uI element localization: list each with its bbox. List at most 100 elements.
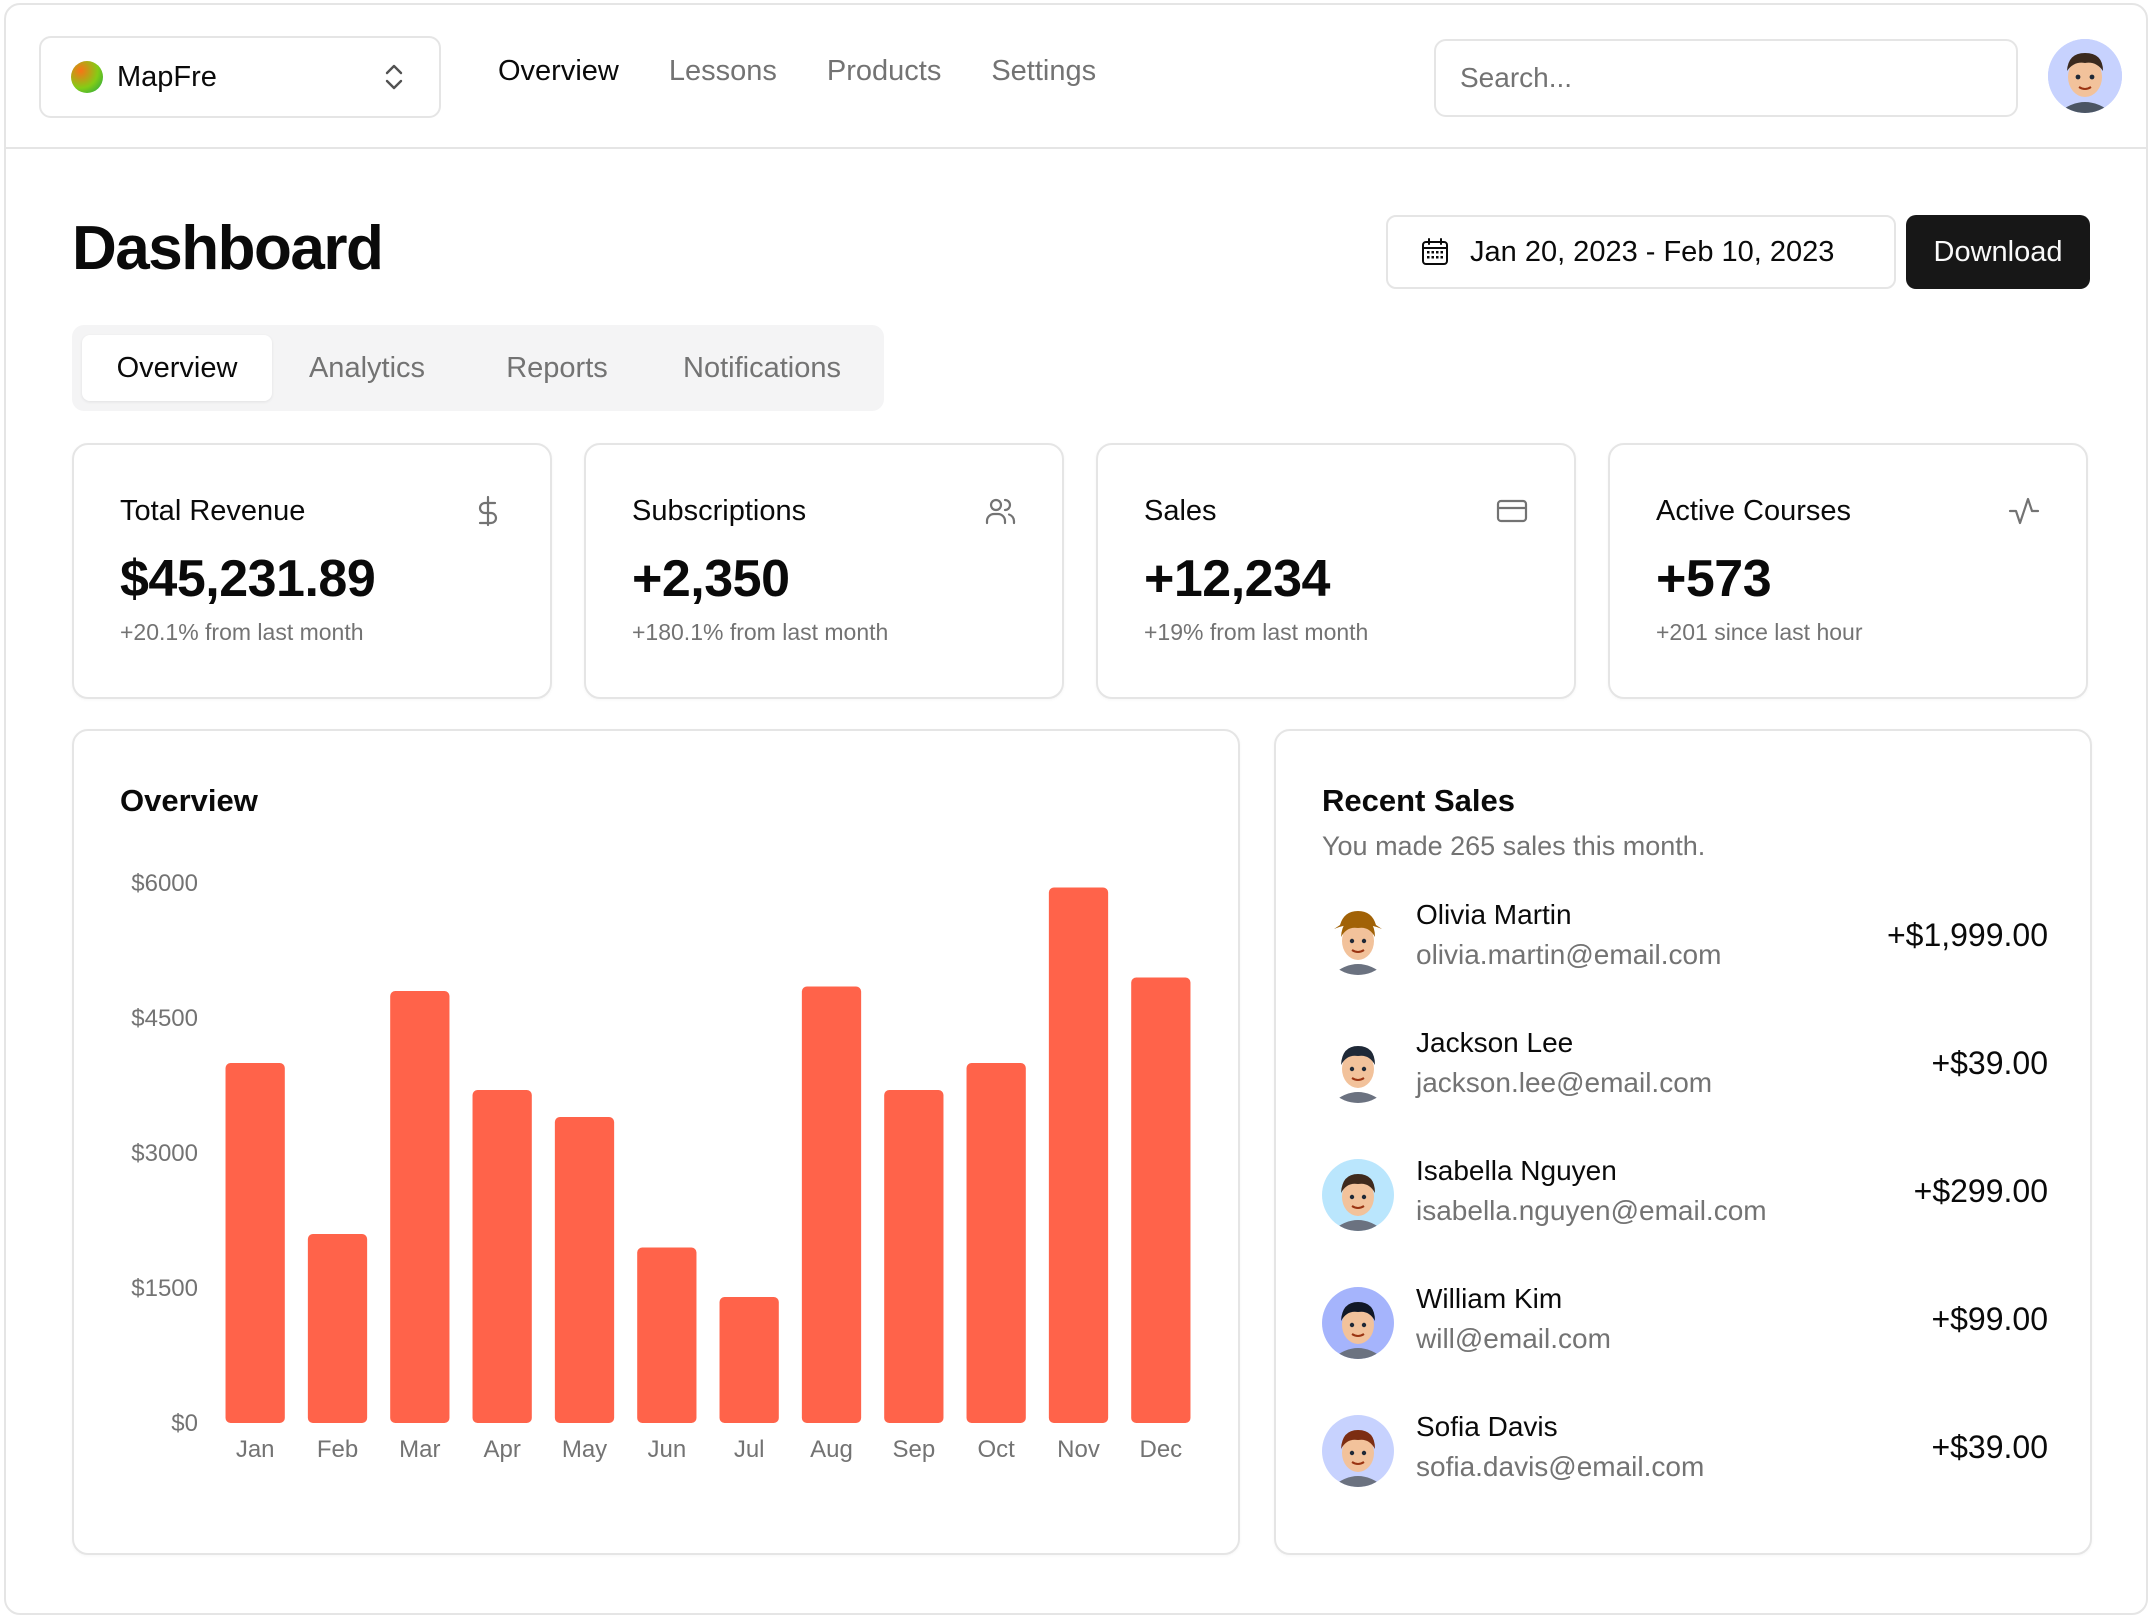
x-axis-tick-label: Dec (1139, 1436, 1182, 1463)
sale-row: Olivia Martin olivia.martin@email.com +$1,… (1322, 899, 2048, 979)
recent-sales-card: Recent Sales You made 265 sales this mon… (1274, 729, 2092, 1555)
customer-avatar (1322, 1415, 1394, 1487)
customer-email: olivia.martin@email.com (1416, 939, 1722, 970)
tab-reports[interactable]: Reports (506, 351, 608, 384)
bar-oct[interactable] (966, 1063, 1026, 1423)
bar-mar[interactable] (390, 991, 450, 1423)
download-button[interactable]: Download (1906, 215, 2090, 289)
sale-row: Isabella Nguyen isabella.nguyen@email.com… (1322, 1155, 2048, 1235)
page-title: Dashboard (72, 214, 384, 283)
nav-products[interactable]: Products (826, 55, 942, 87)
sale-amount: +$99.00 (1931, 1301, 2048, 1337)
nav-lessons[interactable]: Lessons (668, 55, 777, 87)
customer-avatar (1322, 1031, 1394, 1103)
customer-email: will@email.com (1416, 1323, 1611, 1354)
customer-email: jackson.lee@email.com (1416, 1067, 1713, 1098)
sale-amount: +$299.00 (1913, 1173, 2048, 1209)
overview-chart-card: $0 $1500 $3000 $4500 $6000 Jan Feb Mar Apr May Jun… (72, 729, 1240, 1555)
sale-amount: +$39.00 (1931, 1045, 2048, 1081)
customer-avatar (1322, 1287, 1394, 1359)
stat-change: +180.1% from last month (632, 619, 889, 645)
bar-nov[interactable] (1048, 887, 1109, 1424)
team-name: MapFre (117, 60, 217, 93)
x-axis-tick-label: Aug (810, 1436, 853, 1463)
stat-value: $45,231.89 (120, 550, 376, 608)
x-axis-tick-label: Jan (236, 1436, 275, 1463)
bar-aug[interactable] (801, 986, 862, 1424)
y-axis-tick-label: $3000 (131, 1140, 198, 1167)
dashboard-tabs: Overview Analytics Reports Notifications (72, 325, 884, 411)
customer-avatar-icon (1322, 1031, 1394, 1103)
date-range-picker[interactable]: Jan 20, 2023 - Feb 10, 2023 (1386, 215, 1896, 289)
bar-dec[interactable] (1131, 977, 1191, 1424)
y-axis-tick-label: $4500 (131, 1005, 198, 1032)
tab-notifications[interactable]: Notifications (683, 351, 841, 384)
customer-avatar-icon (1322, 1415, 1394, 1487)
y-axis-tick-label: $1500 (131, 1275, 198, 1302)
customer-avatar-icon (1322, 1159, 1394, 1231)
chevron-up-down-icon (385, 64, 403, 90)
sale-row: Jackson Lee jackson.lee@email.com +$39.00 (1322, 1027, 2048, 1107)
tab-analytics[interactable]: Analytics (308, 351, 426, 384)
x-axis-tick-label: Sep (892, 1436, 935, 1463)
stat-change: +19% from last month (1144, 619, 1369, 645)
y-axis-tick-label: $0 (171, 1410, 198, 1437)
customer-name: William Kim (1416, 1283, 1563, 1314)
customer-avatar-icon (1322, 1287, 1394, 1359)
customer-email: isabella.nguyen@email.com (1416, 1195, 1767, 1226)
activity-icon (2008, 497, 2040, 525)
date-range-text: Jan 20, 2023 - Feb 10, 2023 (1470, 235, 1835, 268)
bar-apr[interactable] (472, 1090, 532, 1423)
customer-name: Jackson Lee (1416, 1027, 1574, 1058)
stat-card-sales: Sales +12,234 +19% from last month (1096, 443, 1576, 699)
team-switcher[interactable]: MapFre (39, 36, 441, 118)
overview-bar-chart: $0 $1500 $3000 $4500 $6000 Jan Feb Mar Apr May Jun… (131, 870, 1191, 1463)
sale-row: Sofia Davis sofia.davis@email.com +$39.00 (1322, 1411, 2048, 1491)
x-axis-tick-label: Feb (317, 1436, 358, 1463)
bar-jun[interactable] (637, 1247, 697, 1424)
top-navigation-bar: MapFre Overview Lessons Products Setting… (6, 5, 2146, 149)
bar-jan[interactable] (225, 1063, 285, 1423)
user-avatar-icon (2048, 39, 2122, 113)
nav-overview[interactable]: Overview (498, 55, 619, 87)
customer-email: sofia.davis@email.com (1416, 1451, 1705, 1482)
customer-name: Isabella Nguyen (1416, 1155, 1617, 1186)
x-axis-tick-label: Jun (647, 1436, 686, 1463)
stat-change: +201 since last hour (1656, 619, 1863, 645)
stat-value: +2,350 (632, 550, 790, 608)
stat-label: Active Courses (1656, 495, 1852, 527)
recent-sales-title: Recent Sales (1322, 783, 1515, 818)
user-avatar[interactable] (2048, 39, 2122, 113)
y-axis-tick-label: $6000 (131, 870, 198, 897)
main-nav: Overview Lessons Products Settings (498, 55, 1146, 88)
sale-amount: +$1,999.00 (1886, 917, 2048, 953)
chart-title: Overview (120, 783, 258, 818)
stat-change: +20.1% from last month (120, 619, 364, 645)
sale-amount: +$39.00 (1931, 1429, 2048, 1465)
bar-may[interactable] (554, 1117, 615, 1423)
customer-avatar (1322, 1159, 1394, 1231)
nav-settings[interactable]: Settings (991, 55, 1097, 87)
stat-value: +12,234 (1144, 550, 1330, 608)
x-axis-tick-label: May (562, 1436, 607, 1463)
tab-overview[interactable]: Overview (82, 335, 272, 401)
bar-sep[interactable] (884, 1090, 944, 1423)
x-axis-tick-label: Apr (483, 1436, 520, 1463)
x-axis-tick-label: Oct (977, 1436, 1015, 1463)
customer-name: Sofia Davis (1416, 1411, 1558, 1442)
stat-label: Sales (1144, 495, 1217, 527)
customer-avatar (1322, 903, 1394, 975)
users-icon (985, 498, 1016, 525)
sale-row: William Kim will@email.com +$99.00 (1322, 1283, 2048, 1363)
bar-jul[interactable] (719, 1297, 779, 1423)
credit-card-icon (1496, 499, 1528, 523)
team-logo-icon (71, 61, 103, 93)
customer-avatar-icon (1322, 903, 1394, 975)
search-input[interactable] (1434, 39, 2018, 117)
calendar-icon (1422, 238, 1448, 265)
x-axis-tick-label: Mar (399, 1436, 440, 1463)
stat-label: Total Revenue (120, 495, 306, 527)
bar-feb[interactable] (307, 1234, 368, 1423)
dollar-icon (478, 495, 498, 527)
x-axis-tick-label: Jul (734, 1436, 765, 1463)
